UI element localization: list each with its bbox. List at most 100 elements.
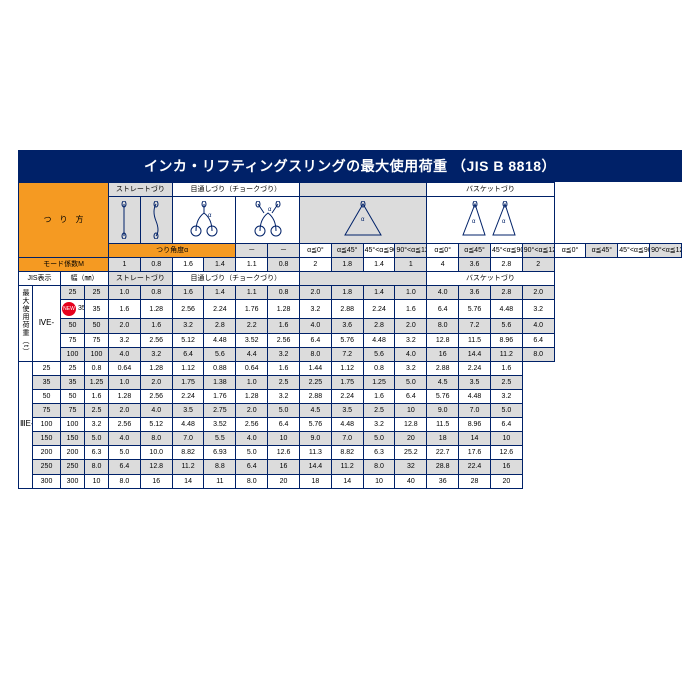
method-label: つ り 方 xyxy=(19,183,109,258)
straight-wll: 8.0 xyxy=(85,460,109,474)
wll-value: 3.2 xyxy=(522,300,554,319)
wll-value: 5.0 xyxy=(236,446,268,460)
wll-value: 0.8 xyxy=(140,286,172,300)
width-value: 50 xyxy=(61,389,85,403)
wll-value: 2.0 xyxy=(140,375,172,389)
wll-value: 10 xyxy=(268,432,300,446)
wll-value: 11 xyxy=(204,474,236,488)
wll-value: 2.56 xyxy=(140,333,172,347)
wll-value: 8.0 xyxy=(299,347,331,361)
wll-value: 2.8 xyxy=(490,286,522,300)
wll-value: 1.4 xyxy=(204,286,236,300)
section-choker: 目通しづり（チョークづり） xyxy=(172,183,299,197)
wll-value: 11.3 xyxy=(299,446,331,460)
straight-wll: 1.25 xyxy=(85,375,109,389)
wll-value: 1.4 xyxy=(363,286,395,300)
wll-value: 4.5 xyxy=(427,375,459,389)
straight-wll: 1.6 xyxy=(109,300,141,319)
straight-wll: 5.0 xyxy=(85,432,109,446)
wll-value: 4.0 xyxy=(522,319,554,333)
wll-value: 6.4 xyxy=(236,460,268,474)
jis-value: 25 xyxy=(33,361,61,375)
wll-value: 6.93 xyxy=(204,446,236,460)
straight-wll: 3.2 xyxy=(85,418,109,432)
wll-value: 2.24 xyxy=(331,389,363,403)
wll-value: 3.2 xyxy=(172,319,204,333)
wll-value: 2.2 xyxy=(236,319,268,333)
wll-value: 4.48 xyxy=(204,333,236,347)
wll-value: 18 xyxy=(427,432,459,446)
jis-value: 100 xyxy=(33,418,61,432)
wll-value: 11.2 xyxy=(490,347,522,361)
wll-value: 3.2 xyxy=(299,300,331,319)
wll-value: 8.0 xyxy=(236,474,268,488)
wll-value: 3.2 xyxy=(140,347,172,361)
wll-value: 2.56 xyxy=(172,300,204,319)
wll-value: 12.6 xyxy=(268,446,300,460)
wll-value: 1.25 xyxy=(363,375,395,389)
wll-value: 5.0 xyxy=(395,375,427,389)
wll-value: 2.5 xyxy=(363,404,395,418)
grade-label: ⅢE- xyxy=(19,361,33,488)
wll-value: 3.6 xyxy=(331,319,363,333)
wll-value: 3.2 xyxy=(268,347,300,361)
wll-value: 7.0 xyxy=(172,432,204,446)
wll-value: 0.64 xyxy=(236,361,268,375)
wll-value: 1.76 xyxy=(204,389,236,403)
jis-value: 50 xyxy=(33,389,61,403)
wll-value: 9.0 xyxy=(299,432,331,446)
wll-value: 36 xyxy=(427,474,459,488)
wll-value: 1.8 xyxy=(331,286,363,300)
wll-value: 2.0 xyxy=(522,286,554,300)
wll-value: 3.2 xyxy=(395,333,427,347)
wll-value: 5.5 xyxy=(204,432,236,446)
wll-value: 2.24 xyxy=(204,300,236,319)
wll-value: 4.48 xyxy=(490,300,522,319)
wll-value: 2.0 xyxy=(236,404,268,418)
wll-value: 5.6 xyxy=(363,347,395,361)
wll-value: 16 xyxy=(140,474,172,488)
wll-value: 11.5 xyxy=(427,418,459,432)
wll-value: 5.0 xyxy=(490,404,522,418)
straight-wll: 4.0 xyxy=(109,347,141,361)
wll-value: 14 xyxy=(172,474,204,488)
wll-value: 4.0 xyxy=(395,347,427,361)
wll-value: 1.0 xyxy=(236,375,268,389)
straight-wll: 3.2 xyxy=(109,333,141,347)
width-value: 300 xyxy=(61,474,85,488)
wll-value: 11.2 xyxy=(172,460,204,474)
wll-value: 8.0 xyxy=(522,347,554,361)
wll-value: 28 xyxy=(459,474,491,488)
jis-value: 35 xyxy=(33,375,61,389)
wll-value: 8.0 xyxy=(140,432,172,446)
wll-value: 3.52 xyxy=(236,333,268,347)
wll-value: 1.6 xyxy=(140,319,172,333)
wll-value: 2.8 xyxy=(363,319,395,333)
wll-value: 2.8 xyxy=(204,319,236,333)
straight-wll: 0.8 xyxy=(85,361,109,375)
wll-value: 2.56 xyxy=(140,389,172,403)
wll-value: 1.28 xyxy=(109,389,141,403)
wll-value: 4.0 xyxy=(299,319,331,333)
jis-value: 200 xyxy=(33,446,61,460)
wll-value: 6.4 xyxy=(427,300,459,319)
wll-value: 1.6 xyxy=(395,300,427,319)
grade-label: ⅣE- xyxy=(33,286,61,361)
wll-value: 6.4 xyxy=(490,418,522,432)
wll-value: 8.0 xyxy=(109,474,141,488)
wll-value: 4.48 xyxy=(172,418,204,432)
straight-icon-2 xyxy=(140,197,172,244)
wll-value: 0.8 xyxy=(363,361,395,375)
jis-value: 250 xyxy=(33,460,61,474)
width-value: 100 xyxy=(85,347,109,361)
straight-wll: 2.0 xyxy=(109,319,141,333)
wll-value: 2.88 xyxy=(299,389,331,403)
wll-value: 3.5 xyxy=(172,404,204,418)
straight-wll: 1.6 xyxy=(85,389,109,403)
wll-value: 14 xyxy=(459,432,491,446)
width-value: 35 xyxy=(85,300,109,319)
wll-value: 1.6 xyxy=(268,361,300,375)
wll-value: 1.28 xyxy=(140,361,172,375)
wll-value: 4.48 xyxy=(459,389,491,403)
width-value: 250 xyxy=(61,460,85,474)
